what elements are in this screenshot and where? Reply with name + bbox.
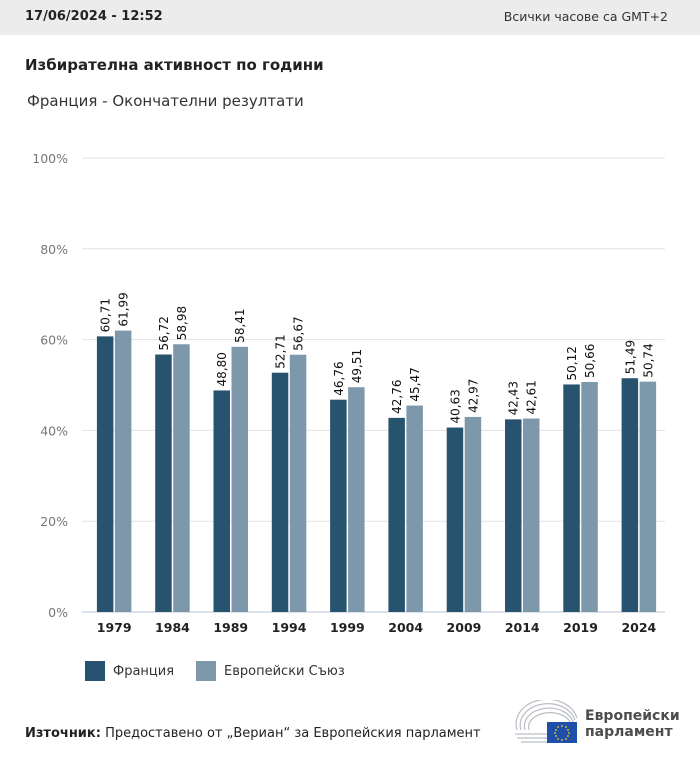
logo-text: Европейски парламент (585, 708, 680, 740)
legend-swatch-eu (196, 661, 217, 681)
bar-france (213, 390, 230, 612)
bar-eu (114, 330, 132, 612)
data-label: 42,97 (466, 379, 480, 413)
european-parliament-logo: Европейски парламент (513, 698, 683, 745)
data-label: 40,63 (448, 389, 462, 423)
legend-item-eu: Европейски Съюз (196, 661, 345, 681)
bar-france (271, 372, 289, 612)
data-label: 46,76 (332, 361, 346, 395)
bar-france (330, 399, 347, 612)
data-label: 42,43 (507, 381, 521, 415)
y-tick-label: 60% (40, 333, 68, 348)
data-label: 50,74 (641, 343, 655, 377)
x-tick-label: 1979 (97, 620, 132, 635)
y-tick-label: 20% (40, 514, 68, 529)
data-label: 52,71 (274, 334, 288, 368)
parliament-hemicycle-icon (515, 698, 578, 743)
x-tick-label: 2014 (505, 620, 540, 635)
bar-eu (464, 416, 482, 612)
data-label: 61,99 (117, 292, 131, 326)
data-label: 42,61 (525, 380, 539, 414)
bar-eu (523, 418, 540, 612)
bar-france (446, 427, 464, 612)
data-label: 50,66 (583, 344, 597, 378)
datetime-label: 17/06/2024 - 12:52 (25, 9, 163, 24)
logo-line2: парламент (585, 724, 673, 740)
x-tick-label: 2019 (563, 620, 598, 635)
bar-eu (406, 405, 423, 612)
source-note: Източник: Предоставено от „Вериан“ за Ев… (25, 726, 481, 741)
chart-title: Избирателна активност по години (25, 56, 324, 74)
bar-eu (173, 344, 190, 612)
y-tick-label: 80% (40, 242, 68, 257)
x-tick-label: 1994 (272, 620, 307, 635)
bar-eu (231, 346, 248, 612)
top-bar: 17/06/2024 - 12:52 Всички часове са GMT+… (0, 0, 700, 35)
data-label: 58,41 (233, 308, 247, 342)
x-tick-label: 2004 (388, 620, 423, 635)
source-label: Източник: (25, 726, 101, 741)
source-text: Предоставено от „Вериан“ за Европейския … (100, 726, 481, 741)
bar-eu (348, 387, 365, 612)
data-label: 49,51 (350, 349, 364, 383)
y-tick-label: 100% (32, 151, 68, 166)
data-label: 50,12 (565, 346, 579, 380)
bar-france (621, 378, 639, 612)
data-label: 56,72 (157, 316, 171, 350)
x-tick-label: 1989 (213, 620, 248, 635)
legend: Франция Европейски Съюз (85, 661, 367, 681)
bar-eu (289, 354, 307, 612)
bar-france (388, 417, 405, 612)
x-tick-label: 2009 (447, 620, 482, 635)
bar-france (96, 336, 114, 612)
legend-label-france: Франция (113, 663, 175, 679)
data-label: 60,71 (99, 298, 113, 332)
data-label: 48,80 (215, 352, 229, 386)
bar-france (505, 419, 522, 612)
data-label: 42,76 (390, 380, 404, 414)
timezone-note: Всички часове са GMT+2 (503, 9, 668, 24)
bar-france (563, 384, 580, 612)
logo-line1: Европейски (585, 708, 680, 724)
y-tick-label: 0% (48, 605, 68, 620)
chart-subtitle: Франция - Окончателни резултати (27, 92, 304, 110)
data-label: 56,67 (292, 316, 306, 350)
legend-swatch-france (85, 661, 105, 681)
data-label: 51,49 (623, 340, 637, 374)
x-tick-label: 1984 (155, 620, 190, 635)
bar-eu (639, 381, 657, 612)
bar-eu (581, 382, 598, 612)
y-tick-label: 40% (40, 423, 68, 438)
turnout-bar-chart: 0% 20% 40% 60% 80% 100% 60,71 61,99 1979 56,72 58,… (32, 151, 665, 635)
bar-france (155, 354, 172, 612)
x-tick-label: 1999 (330, 620, 365, 635)
legend-label-eu: Европейски Съюз (224, 663, 345, 679)
data-label: 45,47 (408, 367, 422, 401)
x-tick-label: 2024 (621, 620, 656, 635)
data-label: 58,98 (175, 306, 189, 340)
legend-item-france: Франция (85, 661, 174, 681)
